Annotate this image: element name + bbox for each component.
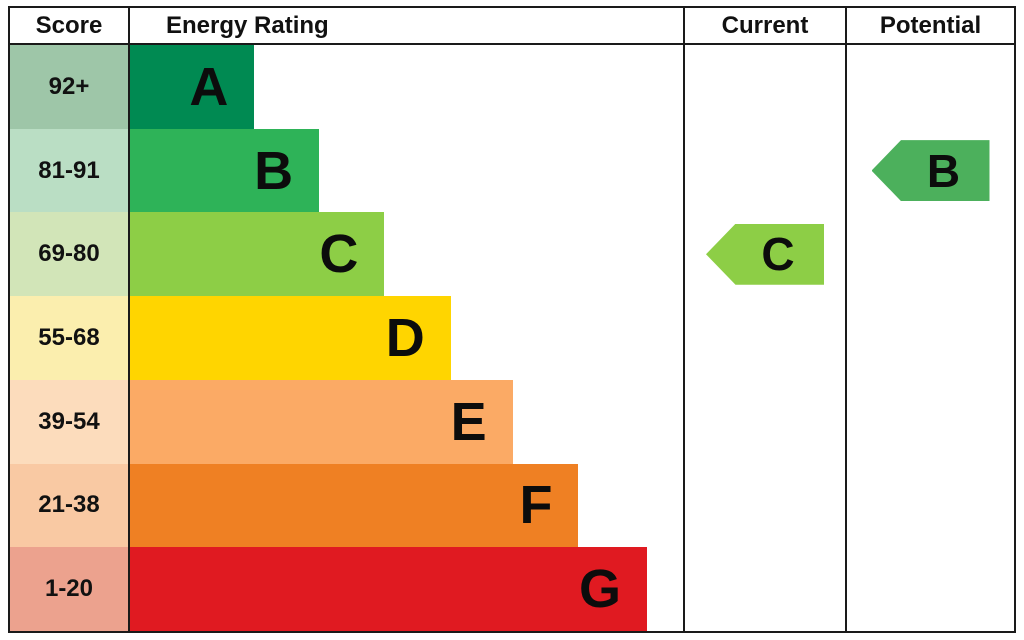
band-row-d: 55-68 D bbox=[10, 296, 1014, 380]
current-cell-f bbox=[685, 463, 847, 548]
score-label-b: 81-91 bbox=[10, 128, 130, 213]
potential-cell-d bbox=[847, 296, 1014, 380]
band-row-c: 69-80 C C bbox=[10, 212, 1014, 297]
epc-chart: Score Energy Rating Current Potential 92… bbox=[8, 6, 1016, 633]
band-bar-c: C bbox=[130, 212, 385, 297]
header-row: Score Energy Rating Current Potential bbox=[10, 8, 1014, 45]
potential-cell-b: B bbox=[847, 129, 1014, 213]
score-label-d: 55-68 bbox=[10, 296, 130, 380]
potential-cell-f bbox=[847, 464, 1014, 548]
band-letter-a: A bbox=[189, 56, 229, 117]
band-bar-e: E bbox=[130, 379, 513, 464]
header-energy-rating: Energy Rating bbox=[130, 8, 685, 43]
current-cell-c: C bbox=[685, 212, 847, 297]
rating-bar-cell-d: D bbox=[130, 296, 685, 380]
current-arrow: C bbox=[706, 223, 824, 285]
band-row-a: 92+ A bbox=[10, 45, 1014, 129]
current-cell-a bbox=[685, 45, 847, 129]
potential-cell-a bbox=[847, 45, 1014, 129]
potential-arrow: B bbox=[871, 140, 990, 202]
band-bar-a: A bbox=[130, 45, 255, 129]
current-cell-g bbox=[685, 547, 847, 632]
band-bar-d: D bbox=[130, 296, 451, 380]
band-letter-g: G bbox=[579, 559, 622, 620]
current-cell-b bbox=[685, 128, 847, 213]
score-label-c: 69-80 bbox=[10, 212, 130, 297]
band-letter-d: D bbox=[385, 308, 425, 369]
band-row-b: 81-91 B B bbox=[10, 128, 1014, 213]
band-row-e: 39-54 E bbox=[10, 379, 1014, 464]
rating-bar-cell-e: E bbox=[130, 379, 685, 464]
band-bar-f: F bbox=[130, 463, 579, 548]
band-rows: 92+ A 81-91 B B 69-80 C C 55-68 D 39-54 E 21-38 F 1-20… bbox=[10, 45, 1014, 632]
header-current: Current bbox=[685, 8, 847, 43]
score-label-e: 39-54 bbox=[10, 379, 130, 464]
score-label-f: 21-38 bbox=[10, 463, 130, 548]
potential-cell-c bbox=[847, 212, 1014, 296]
rating-bar-cell-b: B bbox=[130, 128, 685, 213]
band-bar-b: B bbox=[130, 128, 320, 213]
band-row-g: 1-20 G bbox=[10, 547, 1014, 632]
potential-cell-g bbox=[847, 547, 1014, 631]
band-letter-e: E bbox=[450, 391, 487, 452]
current-cell-d bbox=[685, 296, 847, 380]
score-label-a: 92+ bbox=[10, 45, 130, 129]
potential-cell-e bbox=[847, 380, 1014, 464]
current-cell-e bbox=[685, 379, 847, 464]
rating-bar-cell-c: C bbox=[130, 212, 685, 297]
header-score: Score bbox=[10, 8, 130, 43]
band-letter-b: B bbox=[254, 140, 294, 201]
rating-bar-cell-g: G bbox=[130, 547, 685, 632]
band-row-f: 21-38 F bbox=[10, 463, 1014, 548]
band-letter-c: C bbox=[319, 224, 359, 285]
header-potential: Potential bbox=[879, 11, 982, 39]
rating-bar-cell-f: F bbox=[130, 463, 685, 548]
rating-bar-cell-a: A bbox=[130, 45, 685, 129]
current-arrow-letter: C bbox=[761, 228, 795, 281]
score-label-g: 1-20 bbox=[10, 547, 130, 632]
band-bar-g: G bbox=[130, 547, 648, 632]
potential-arrow-letter: B bbox=[926, 144, 961, 197]
band-letter-f: F bbox=[519, 475, 553, 536]
